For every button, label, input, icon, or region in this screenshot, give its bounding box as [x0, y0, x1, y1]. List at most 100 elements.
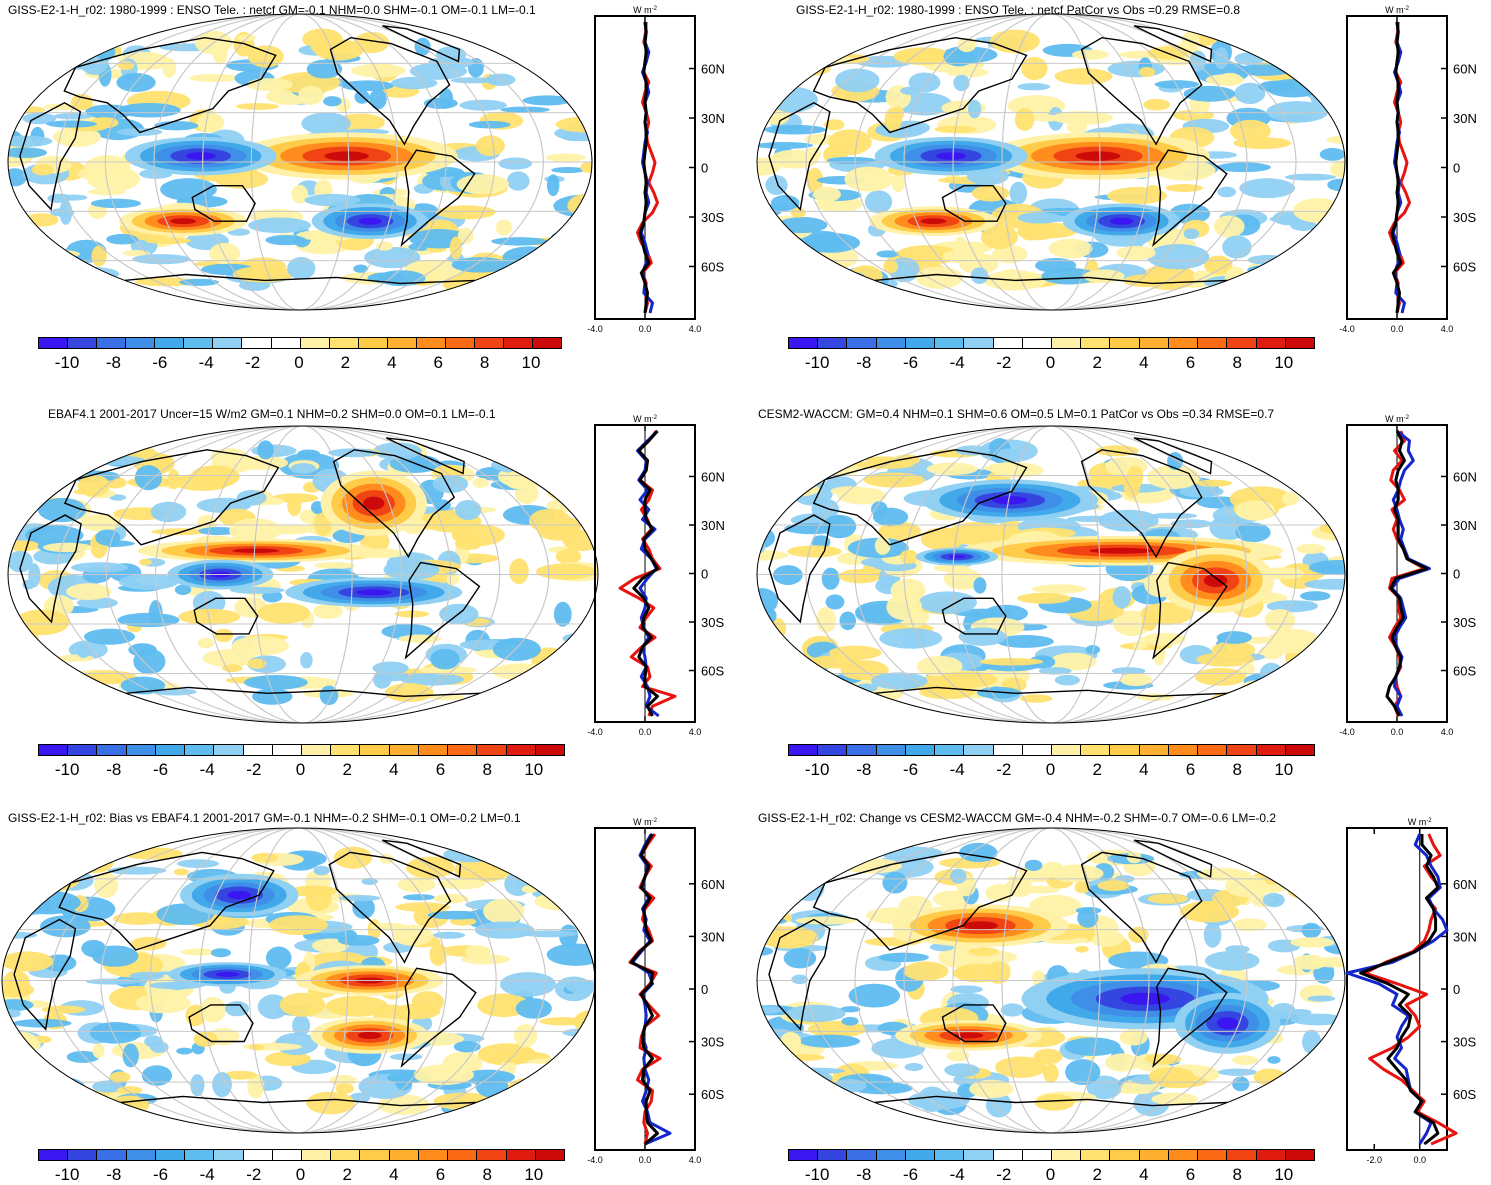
- field-patch: [116, 1086, 143, 1095]
- field-patch: [926, 462, 978, 476]
- field-patch: [804, 133, 837, 145]
- coastline: [193, 597, 259, 635]
- colorbar-cell: [155, 338, 185, 348]
- field-patch: [208, 242, 241, 265]
- field-patch: [46, 120, 97, 128]
- map-border: [7, 425, 599, 724]
- colorbar-cell: [876, 338, 906, 348]
- field-patch: [1296, 543, 1326, 555]
- colorbar-cell: [1110, 1150, 1140, 1160]
- x-tick-label: 0.0: [1391, 727, 1404, 737]
- colorbar-cell: [1051, 745, 1082, 755]
- colorbar-cell: [905, 745, 936, 755]
- field-patch: [465, 945, 491, 959]
- field-patch: [903, 961, 949, 981]
- field-patch: [92, 1043, 105, 1059]
- field-patch: [1236, 883, 1287, 894]
- field-hotspot: [962, 921, 999, 930]
- field-patch: [1260, 30, 1309, 53]
- colorbar-cell: [1081, 1150, 1111, 1160]
- colorbar-cell: [935, 745, 965, 755]
- lat-label: 30S: [701, 1035, 724, 1050]
- field-patch: [971, 185, 1010, 202]
- field-patch: [53, 126, 101, 147]
- lat-label: 60N: [1453, 62, 1477, 77]
- field-patch: [1235, 522, 1271, 543]
- field-patch: [232, 266, 295, 283]
- field-patch: [44, 855, 80, 871]
- field-patch: [328, 448, 379, 458]
- field-patch: [76, 643, 91, 659]
- field-patch: [246, 78, 293, 92]
- colorbar-cell: [789, 338, 819, 348]
- field-patch: [89, 1021, 142, 1044]
- panel-netcf-patcor: GISS-E2-1-H_r02: 1980-1999 : ENSO Tele. …: [748, 0, 1491, 390]
- x-tick-label: 0.0: [1413, 1155, 1426, 1165]
- colorbar-cell: [243, 745, 273, 755]
- field-patch: [376, 241, 393, 251]
- field-patch: [1222, 235, 1252, 259]
- lat-label: 0: [1453, 567, 1460, 582]
- field-patch: [109, 1071, 131, 1083]
- field-hotspot: [1120, 992, 1170, 1005]
- colorbar-cell: [789, 745, 819, 755]
- field-patch: [419, 665, 477, 675]
- world-map: [756, 13, 1346, 311]
- profile-line-black: [632, 430, 659, 717]
- field-patch: [811, 498, 840, 520]
- panel-title: GISS-E2-1-H_r02: Bias vs EBAF4.1 2001-20…: [8, 811, 521, 825]
- profile-line-black: [638, 21, 651, 314]
- x-tick-label: -2.0: [1367, 1155, 1383, 1165]
- field-patch: [15, 245, 57, 254]
- field-patch: [223, 1070, 258, 1080]
- field-patch: [95, 529, 121, 546]
- field-patch: [231, 636, 289, 656]
- field-patch: [304, 193, 361, 207]
- field-patch: [1298, 877, 1311, 899]
- field-patch: [24, 680, 53, 695]
- colorbar-cell: [331, 745, 361, 755]
- field-patch: [8, 51, 47, 74]
- field-patch: [772, 1080, 810, 1092]
- field-patch: [1085, 645, 1101, 655]
- field-patch: [2, 875, 33, 901]
- field-patch: [1312, 1049, 1345, 1069]
- field-patch: [825, 594, 845, 610]
- field-patch: [341, 80, 394, 92]
- field-patch: [783, 948, 817, 969]
- lat-label: 0: [701, 567, 708, 582]
- field-patch: [41, 1005, 86, 1014]
- field-patch: [112, 912, 165, 925]
- field-patch: [457, 227, 474, 245]
- field-patch: [1054, 68, 1113, 85]
- field-hotspot: [358, 217, 382, 225]
- field-patch: [786, 1004, 846, 1022]
- field-patch: [795, 441, 843, 464]
- field-patch: [575, 633, 596, 648]
- field-patch: [535, 563, 596, 580]
- colorbar-cell: [1227, 1150, 1257, 1160]
- lat-label: 30N: [701, 929, 725, 944]
- colorbar-cell: [389, 1150, 419, 1160]
- field-patch: [1308, 559, 1345, 576]
- colorbar-cell: [272, 745, 302, 755]
- unit-exponent: -2: [1426, 818, 1432, 824]
- zonal-mean-profile: -4.0 0.0 4.0 W m-2 60N 30N 0 30S 60S: [587, 817, 725, 1165]
- field-patch: [1142, 632, 1186, 646]
- colorbar-label: -8: [105, 353, 121, 372]
- coastline: [328, 851, 452, 964]
- field-patch: [916, 655, 963, 677]
- colorbar-cell: [389, 745, 419, 755]
- field-patch: [541, 67, 592, 84]
- colorbar-cell: [935, 1150, 965, 1160]
- field-patch: [826, 157, 876, 165]
- colorbar-cell: [1110, 745, 1140, 755]
- world-map: [7, 425, 599, 724]
- field-patch: [8, 147, 48, 158]
- colorbar-label: 6: [433, 353, 443, 372]
- field-patch: [306, 1091, 355, 1115]
- field-patch: [35, 1078, 67, 1089]
- coastline: [63, 449, 280, 546]
- field-layer: [8, 440, 598, 706]
- coastline: [125, 686, 481, 698]
